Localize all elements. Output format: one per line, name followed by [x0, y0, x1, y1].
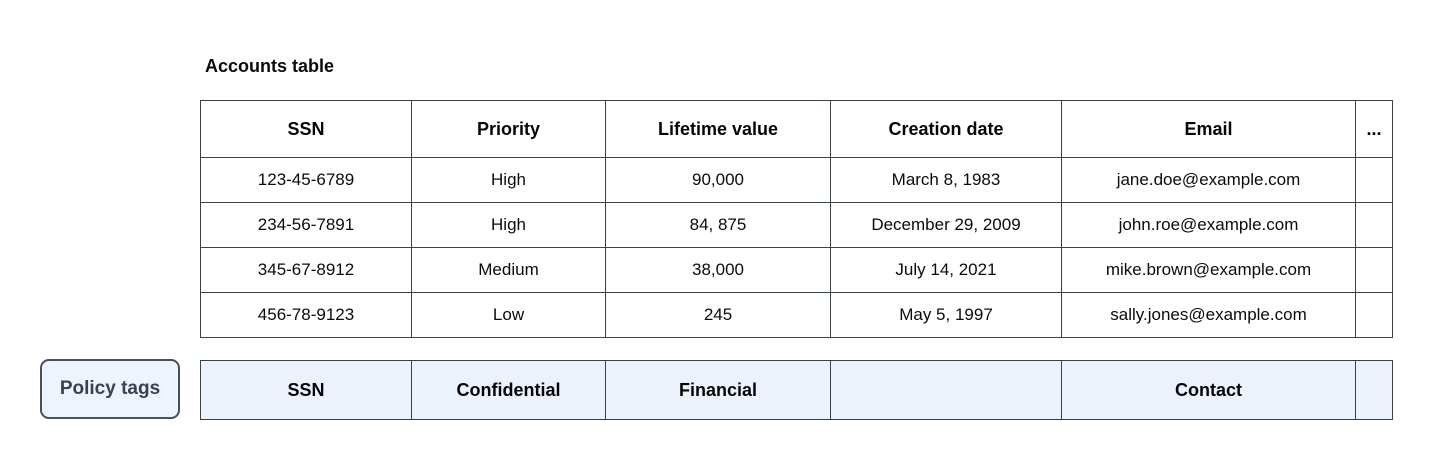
table-row: 345-67-8912 Medium 38,000 July 14, 2021 …: [200, 247, 1393, 293]
cell-more: [1355, 292, 1393, 338]
column-header-ssn: SSN: [200, 100, 412, 158]
cell-lifetime-value: 84, 875: [605, 202, 831, 248]
column-header-priority: Priority: [411, 100, 606, 158]
cell-priority: Low: [411, 292, 606, 338]
policy-tag-empty: [830, 360, 1062, 420]
cell-more: [1355, 247, 1393, 293]
table-title: Accounts table: [205, 56, 335, 76]
policy-tag-empty-more: [1355, 360, 1393, 420]
cell-priority: High: [411, 202, 606, 248]
cell-priority: High: [411, 157, 606, 203]
cell-email: sally.jones@example.com: [1061, 292, 1356, 338]
table-row: 123-45-6789 High 90,000 March 8, 1983 ja…: [200, 157, 1393, 203]
cell-creation-date: May 5, 1997: [830, 292, 1062, 338]
cell-ssn: 456-78-9123: [200, 292, 412, 338]
policy-tag-financial: Financial: [605, 360, 831, 420]
policy-tag-confidential: Confidential: [411, 360, 606, 420]
cell-more: [1355, 157, 1393, 203]
policy-tag-contact: Contact: [1061, 360, 1356, 420]
header-row: SSN Priority Lifetime value Creation dat…: [200, 100, 1393, 158]
table-row: 456-78-9123 Low 245 May 5, 1997 sally.jo…: [200, 292, 1393, 338]
cell-lifetime-value: 245: [605, 292, 831, 338]
policy-tags-row: SSN Confidential Financial Contact: [200, 360, 1393, 420]
cell-ssn: 123-45-6789: [200, 157, 412, 203]
cell-email: john.roe@example.com: [1061, 202, 1356, 248]
column-header-lifetime-value: Lifetime value: [605, 100, 831, 158]
column-header-more: ...: [1355, 100, 1393, 158]
policy-row: SSN Confidential Financial Contact: [200, 360, 1393, 420]
cell-priority: Medium: [411, 247, 606, 293]
accounts-table: SSN Priority Lifetime value Creation dat…: [200, 100, 1393, 338]
cell-more: [1355, 202, 1393, 248]
policy-tag-ssn: SSN: [200, 360, 412, 420]
cell-lifetime-value: 38,000: [605, 247, 831, 293]
cell-creation-date: December 29, 2009: [830, 202, 1062, 248]
column-header-creation-date: Creation date: [830, 100, 1062, 158]
cell-email: jane.doe@example.com: [1061, 157, 1356, 203]
cell-ssn: 345-67-8912: [200, 247, 412, 293]
cell-creation-date: March 8, 1983: [830, 157, 1062, 203]
cell-ssn: 234-56-7891: [200, 202, 412, 248]
cell-lifetime-value: 90,000: [605, 157, 831, 203]
column-header-email: Email: [1061, 100, 1356, 158]
policy-tags-button[interactable]: Policy tags: [40, 359, 180, 419]
cell-creation-date: July 14, 2021: [830, 247, 1062, 293]
cell-email: mike.brown@example.com: [1061, 247, 1356, 293]
table-row: 234-56-7891 High 84, 875 December 29, 20…: [200, 202, 1393, 248]
